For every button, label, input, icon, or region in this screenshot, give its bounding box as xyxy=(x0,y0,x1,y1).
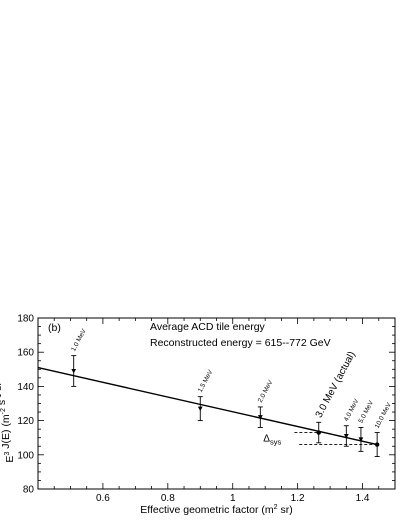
data-point: 10.0 MeV xyxy=(374,401,394,457)
point-marker xyxy=(257,415,263,420)
point-marker xyxy=(316,430,321,435)
y-tick-label: 180 xyxy=(17,314,34,325)
x-tick-label: 1.2 xyxy=(291,493,305,504)
x-tick-label: 1.4 xyxy=(356,493,370,504)
data-point: 3.0 MeV (actual) xyxy=(314,350,358,444)
point-label: 2.0 MeV xyxy=(257,379,275,404)
annotation-line-2: Reconstructed energy = 615--772 GeV xyxy=(150,337,331,349)
x-axis-label: Effective geometric factor (m2 sr) xyxy=(140,504,293,516)
y-tick-label: 100 xyxy=(17,450,34,461)
x-tick-label: 0.6 xyxy=(96,493,110,504)
point-marker xyxy=(197,406,203,412)
annotation-line-1: Average ACD tile energy xyxy=(150,321,266,333)
sys-label: Δsys xyxy=(263,434,281,447)
data-point: 1.5 MeV xyxy=(197,368,215,422)
point-label: 5.0 MeV xyxy=(358,399,376,424)
panel-label: (b) xyxy=(48,322,61,334)
y-tick-label: 160 xyxy=(17,348,34,359)
point-label: 1.5 MeV xyxy=(197,368,215,393)
y-axis-label: E3 J(E) (m-2 s-1 sr-1 GeV2) xyxy=(0,344,16,462)
y-tick-label: 80 xyxy=(23,485,35,496)
y-tick-label: 140 xyxy=(17,382,34,393)
point-marker xyxy=(343,433,349,439)
point-label: 10.0 MeV xyxy=(374,401,394,429)
x-tick-label: 0.8 xyxy=(161,493,175,504)
x-tick-label: 1 xyxy=(230,493,236,504)
y-tick-label: 120 xyxy=(17,416,34,427)
point-label: 1.0 MeV xyxy=(70,327,88,352)
point-marker xyxy=(358,437,364,442)
point-marker xyxy=(71,369,77,374)
point-marker xyxy=(374,442,380,447)
